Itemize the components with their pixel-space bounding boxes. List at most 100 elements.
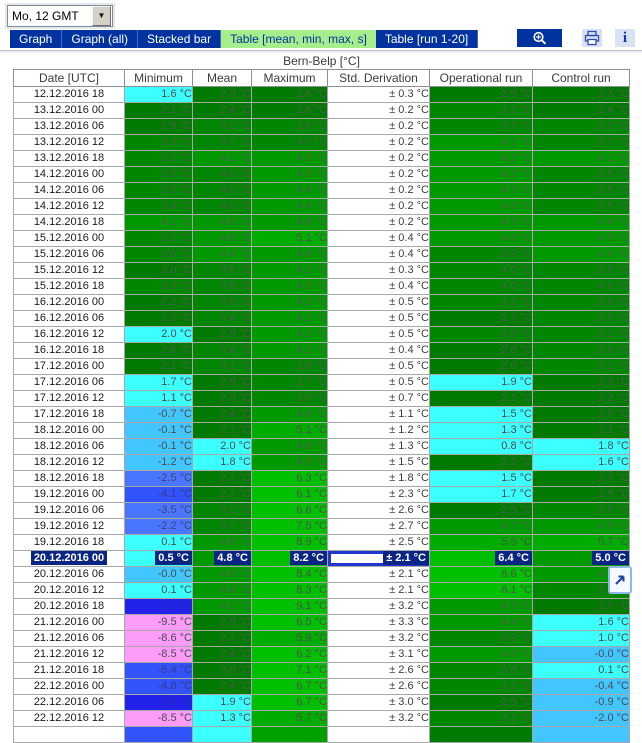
date-cell[interactable]: 16.12.2016 12 xyxy=(13,326,125,343)
max-cell[interactable]: 4.5 °C xyxy=(251,278,328,295)
control-run-cell[interactable]: -0.4 °C xyxy=(532,678,630,695)
control-run-cell[interactable]: 2.6 °C xyxy=(532,598,630,615)
max-cell[interactable]: 5.1 °C xyxy=(251,422,328,439)
control-run-cell[interactable]: 1.6 °C xyxy=(532,614,630,631)
min-cell[interactable]: -7.1 °C xyxy=(124,598,193,615)
control-run-cell[interactable]: 3.5 °C xyxy=(532,310,630,327)
date-cell[interactable]: 19.12.2016 06 xyxy=(13,502,125,519)
min-cell[interactable]: 3.4 °C xyxy=(124,198,193,215)
date-cell[interactable]: 22.12.2016 00 xyxy=(13,678,125,695)
mean-cell[interactable]: 2.1 °C xyxy=(192,422,252,439)
mean-cell[interactable]: 3.5 °C xyxy=(192,294,252,311)
control-run-cell[interactable]: 3.6 °C xyxy=(532,342,630,359)
std-cell[interactable]: ± 2.1 °C xyxy=(327,582,430,599)
max-cell[interactable]: 6.1 °C xyxy=(251,486,328,503)
op-run-cell[interactable]: 4.2 °C xyxy=(429,166,533,183)
min-cell[interactable]: 3.6 °C xyxy=(124,246,193,263)
op-run-cell[interactable]: 4.6 °C xyxy=(429,198,533,215)
control-run-cell[interactable]: 3.6 °C xyxy=(532,294,630,311)
control-run-cell[interactable]: -2.0 °C xyxy=(532,710,630,727)
std-cell[interactable]: ± 0.3 °C xyxy=(327,86,430,103)
op-run-cell[interactable]: 2.5 °C xyxy=(429,502,533,519)
min-cell[interactable]: -8.5 °C xyxy=(124,710,193,727)
std-cell[interactable]: ± 0.2 °C xyxy=(327,118,430,135)
op-run-cell[interactable]: 3.7 °C xyxy=(429,118,533,135)
std-cell[interactable]: ± 1.3 °C xyxy=(327,438,430,455)
date-cell[interactable]: 15.12.2016 06 xyxy=(13,246,125,263)
date-cell[interactable]: 13.12.2016 18 xyxy=(13,150,125,167)
op-run-cell[interactable] xyxy=(429,726,533,743)
max-cell[interactable]: 3.7 °C xyxy=(251,374,328,391)
op-run-cell[interactable]: 6.1 °C xyxy=(429,582,533,599)
max-cell[interactable] xyxy=(251,726,328,743)
std-cell[interactable]: ± 0.5 °C xyxy=(327,310,430,327)
mean-cell[interactable]: 2.4 °C xyxy=(192,678,252,695)
control-run-cell[interactable]: 4.5 °C xyxy=(532,230,630,247)
control-run-cell[interactable]: 2.5 °C xyxy=(532,406,630,423)
mean-cell[interactable]: 3.7 °C xyxy=(192,134,252,151)
std-cell[interactable]: ± 0.4 °C xyxy=(327,342,430,359)
mean-cell[interactable]: 4.9 °C xyxy=(192,566,252,583)
min-cell[interactable]: -1.2 °C xyxy=(124,454,193,471)
min-cell[interactable]: -2.5 °C xyxy=(124,470,193,487)
mean-cell[interactable]: 2.7 °C xyxy=(192,486,252,503)
std-cell[interactable]: ± 2.6 °C xyxy=(327,678,430,695)
timeframe-select[interactable]: Mo, 12 GMT ▼ xyxy=(7,5,113,27)
open-new-window-icon[interactable] xyxy=(608,566,632,594)
op-run-cell[interactable]: 2.9 °C xyxy=(429,86,533,103)
min-cell[interactable]: -4.1 °C xyxy=(124,486,193,503)
mean-cell[interactable]: 3.7 °C xyxy=(192,518,252,535)
control-run-cell[interactable]: 2.8 °C xyxy=(532,374,630,391)
control-run-cell[interactable]: 2.3 °C xyxy=(532,86,630,103)
date-cell[interactable]: 18.12.2016 00 xyxy=(13,422,125,439)
date-cell[interactable]: 13.12.2016 12 xyxy=(13,134,125,151)
min-cell[interactable]: -8.6 °C xyxy=(124,630,193,647)
mean-cell[interactable]: 4.4 °C xyxy=(192,246,252,263)
min-cell[interactable]: -7.0 °C xyxy=(124,694,193,711)
op-run-cell[interactable]: 5.5 °C xyxy=(429,534,533,551)
control-run-cell[interactable]: 3.8 °C xyxy=(532,262,630,279)
min-cell[interactable]: 2.1 °C xyxy=(124,102,193,119)
min-cell[interactable]: -0.0 °C xyxy=(124,566,193,583)
op-run-cell[interactable]: 3.1 °C xyxy=(429,102,533,119)
std-cell[interactable]: ± 2.3 °C xyxy=(327,486,430,503)
op-run-cell[interactable]: 2.6 °C xyxy=(429,358,533,375)
dropdown-arrow-icon[interactable]: ▼ xyxy=(92,6,111,26)
mean-cell[interactable]: 2.7 °C xyxy=(192,630,252,647)
date-cell[interactable]: 20.12.2016 06 xyxy=(13,566,125,583)
std-cell[interactable]: ± 2.5 °C xyxy=(327,534,430,551)
std-cell[interactable]: ± 0.5 °C xyxy=(327,358,430,375)
date-cell[interactable]: 17.12.2016 00 xyxy=(13,358,125,375)
min-cell[interactable]: 3.3 °C xyxy=(124,134,193,151)
std-cell[interactable]: ± 3.2 °C xyxy=(327,710,430,727)
op-run-cell[interactable]: 6.4 °C xyxy=(429,550,533,567)
mean-cell[interactable]: 4.8 °C xyxy=(192,550,252,567)
tab-stacked-bar[interactable]: Stacked bar xyxy=(138,30,222,48)
min-cell[interactable]: -2.2 °C xyxy=(124,518,193,535)
mean-cell[interactable]: 4.2 °C xyxy=(192,598,252,615)
op-run-cell[interactable]: 2.8 °C xyxy=(429,342,533,359)
op-run-cell[interactable]: 1.5 °C xyxy=(429,470,533,487)
mean-cell[interactable]: 4.5 °C xyxy=(192,214,252,231)
date-cell[interactable]: 12.12.2016 18 xyxy=(13,86,125,103)
date-cell[interactable]: 21.12.2016 00 xyxy=(13,614,125,631)
std-cell[interactable]: ± 1.2 °C xyxy=(327,422,430,439)
max-cell[interactable]: 7.1 °C xyxy=(251,662,328,679)
std-cell[interactable]: ± 2.6 °C xyxy=(327,502,430,519)
min-cell[interactable]: 2.9 °C xyxy=(124,118,193,135)
date-cell[interactable]: 13.12.2016 06 xyxy=(13,118,125,135)
max-cell[interactable]: 4.1 °C xyxy=(251,262,328,279)
std-cell[interactable]: ± 0.3 °C xyxy=(327,262,430,279)
mean-cell[interactable]: 2.3 °C xyxy=(192,86,252,103)
max-cell[interactable]: 6.6 °C xyxy=(251,502,328,519)
max-cell[interactable]: 3.6 °C xyxy=(251,118,328,135)
min-cell[interactable]: -3.5 °C xyxy=(124,502,193,519)
mean-cell[interactable]: 2.7 °C xyxy=(192,470,252,487)
control-run-cell[interactable]: 3.9 °C xyxy=(532,198,630,215)
min-cell[interactable]: 2.0 °C xyxy=(124,326,193,343)
zoom-button[interactable] xyxy=(517,29,562,47)
std-cell[interactable] xyxy=(327,726,430,743)
max-cell[interactable]: 8.9 °C xyxy=(251,534,328,551)
control-run-cell[interactable]: 4.9 °C xyxy=(532,518,630,535)
max-cell[interactable]: 5.7 °C xyxy=(251,710,328,727)
